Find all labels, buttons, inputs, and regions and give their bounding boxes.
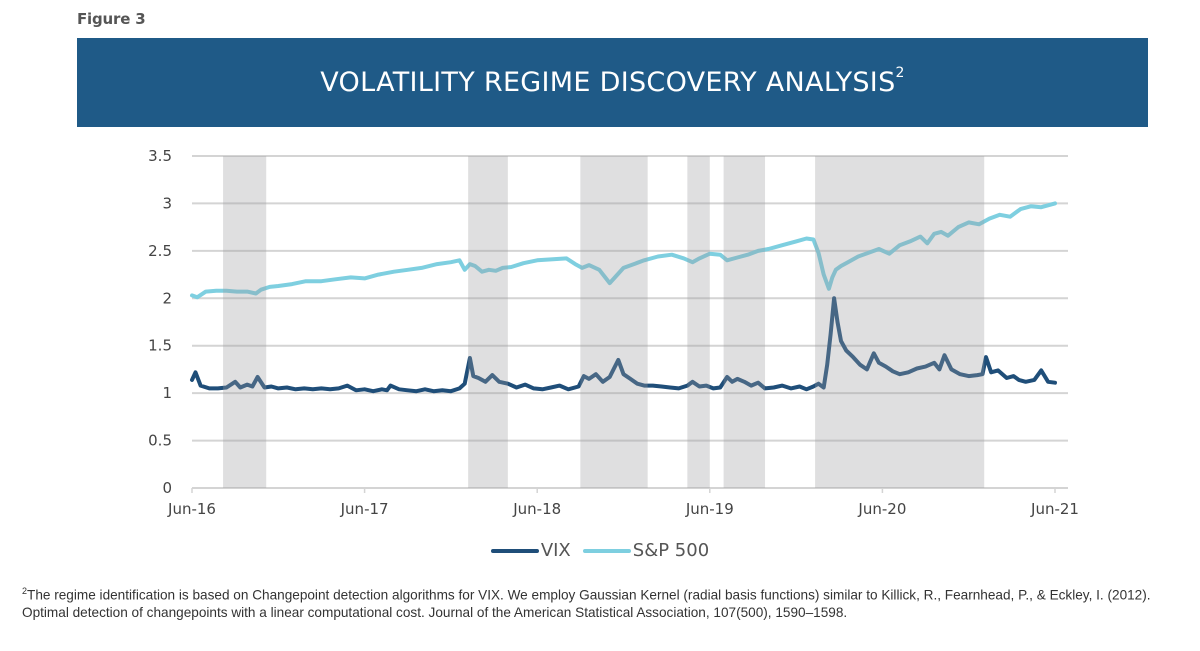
gridlines: [192, 155, 1068, 489]
x-tick-label: Jun-18: [512, 500, 561, 518]
legend-label-vix: VIX: [540, 540, 571, 561]
y-tick-label: 3.5: [148, 147, 172, 165]
y-tick-label: 1.5: [148, 337, 172, 355]
x-tick-label: Jun-17: [340, 500, 389, 518]
y-tick-label: 0: [162, 479, 172, 497]
axes: 0 0.5 1 1.5 2 2.5 3 3.5 Jun-16 Jun-17 Jun-18 Jun-19…: [148, 147, 1079, 518]
footnote: 2The regime identification is based on C…: [22, 583, 1192, 622]
chart-title-text: VOLATILITY REGIME DISCOVERY ANALYSIS: [320, 67, 896, 98]
legend-label-sp500: S&P 500: [632, 540, 710, 561]
series-lines: [190, 201, 1057, 394]
y-tick-label: 3: [162, 194, 172, 212]
x-tick-label: Jun-20: [857, 500, 906, 518]
regime-shading: [223, 156, 985, 488]
x-tick-label: Jun-21: [1030, 500, 1079, 518]
y-tick-label: 0.5: [148, 432, 172, 450]
legend-item-vix: VIX: [490, 540, 571, 561]
regime-band: [687, 156, 710, 488]
legend-item-sp500: S&P 500: [582, 540, 710, 561]
chart-title-footnote-marker: 2: [895, 65, 905, 81]
regime-band: [723, 156, 766, 488]
regime-band: [815, 156, 985, 488]
chart-title: VOLATILITY REGIME DISCOVERY ANALYSIS2: [320, 65, 905, 98]
series-line-vix: [190, 296, 1057, 394]
y-tick-label: 1: [162, 384, 172, 402]
legend-swatch-sp500: [582, 548, 631, 553]
x-tick-label: Jun-19: [685, 500, 734, 518]
footnote-marker: 2: [22, 586, 28, 596]
figure-label: Figure 3: [77, 10, 146, 28]
regime-band: [580, 156, 648, 488]
legend-swatch-vix: [490, 548, 539, 553]
series-line-sp500: [190, 201, 1057, 300]
volatility-regime-chart: 0 0.5 1 1.5 2 2.5 3 3.5 Jun-16 Jun-17 Jun-18 Jun-19…: [148, 147, 1079, 518]
chart-legend: VIX S&P 500: [0, 540, 1200, 561]
regime-band: [468, 156, 508, 488]
regime-band: [223, 156, 267, 488]
footnote-text: The regime identification is based on Ch…: [22, 587, 1151, 621]
chart-title-banner: VOLATILITY REGIME DISCOVERY ANALYSIS2: [77, 38, 1148, 127]
y-tick-label: 2: [162, 289, 172, 307]
y-tick-label: 2.5: [148, 242, 172, 260]
x-tick-label: Jun-16: [167, 500, 216, 518]
